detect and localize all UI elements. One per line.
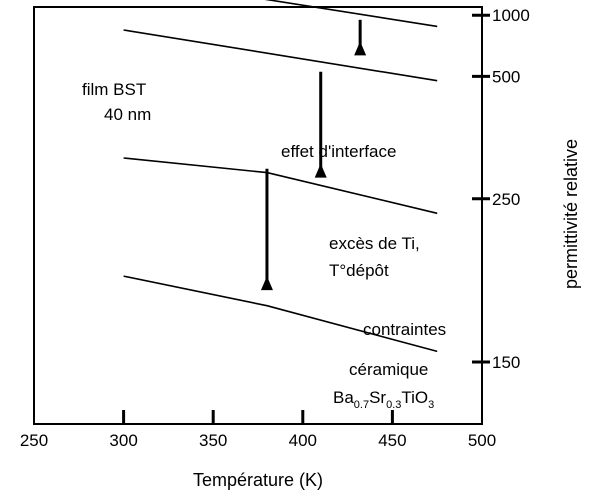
formula-sr-sub: 0.3 [386, 399, 401, 411]
formula-ba: Ba [333, 388, 354, 407]
y-tick-label-500: 500 [492, 67, 520, 86]
arrow-head-3 [354, 41, 367, 56]
arrow-head-2 [314, 163, 327, 178]
plot-frame [33, 6, 483, 425]
series-layer [123, 0, 438, 353]
formula-tio-sub: 3 [428, 399, 434, 411]
annotation-formula: Ba0.7Sr0.3TiO3 [333, 388, 434, 411]
series-line-4 [264, 0, 438, 28]
y-tick-label-150: 150 [492, 353, 520, 372]
x-axis-title: Température (K) [193, 470, 323, 490]
annotation-ti-line1: excès de Ti, [329, 234, 420, 253]
annotation-ceramique: céramique [349, 360, 428, 379]
x-tick-label-250: 250 [20, 431, 48, 450]
annotation-ti-line2: T°dépôt [329, 261, 389, 280]
arrow-layer [260, 19, 367, 291]
y-tick-label-1000: 1000 [492, 6, 530, 25]
x-tick-label-400: 400 [289, 431, 317, 450]
x-tick-label-450: 450 [378, 431, 406, 450]
x-tick-label-300: 300 [109, 431, 137, 450]
y-tick-label-250: 250 [492, 190, 520, 209]
series-line-3 [123, 29, 438, 82]
series-line-2 [123, 157, 438, 215]
formula-ba-sub: 0.7 [354, 399, 369, 411]
arrow-head-1 [260, 276, 273, 291]
formula-sr: Sr [369, 388, 386, 407]
y-axis-title: permittivité relative [561, 139, 581, 289]
formula-tio: TiO [401, 388, 428, 407]
annotation-interface: effet d'interface [281, 142, 396, 161]
x-tick-label-500: 500 [468, 431, 496, 450]
annotation-contraintes: contraintes [363, 320, 446, 339]
annotation-film-line2: 40 nm [104, 105, 151, 124]
annotation-film-line1: film BST [82, 80, 146, 99]
series-line-1 [123, 275, 438, 353]
x-axis: 250 300 350 400 450 500 [20, 410, 496, 450]
x-tick-label-350: 350 [199, 431, 227, 450]
y-axis: 150 250 500 1000 [472, 6, 530, 372]
